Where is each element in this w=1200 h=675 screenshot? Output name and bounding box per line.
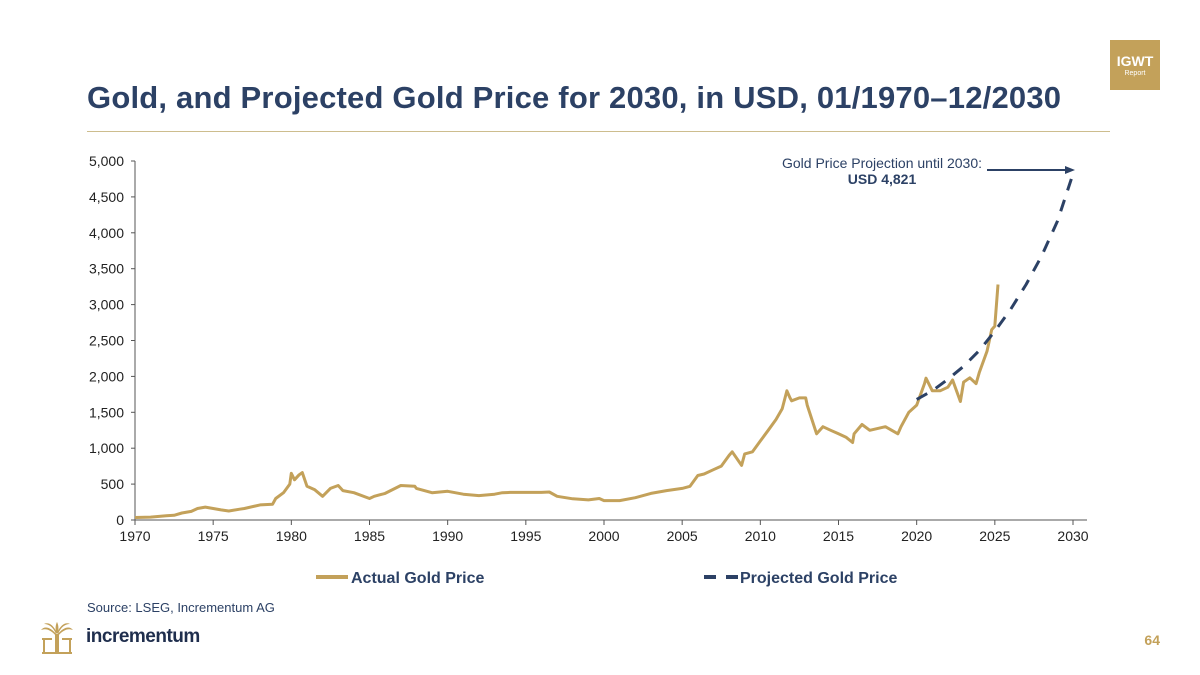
y-tick-label: 1,000	[89, 440, 124, 456]
chart-legend: Actual Gold Price Projected Gold Price	[316, 570, 897, 587]
x-tick-label: 2025	[979, 528, 1010, 544]
badge-subtitle: Report	[1124, 70, 1146, 77]
igwt-report-badge: IGWT Report	[1110, 40, 1160, 90]
x-tick-label: 2020	[901, 528, 932, 544]
x-tick-label: 1990	[432, 528, 463, 544]
annotation-text: Gold Price Projection until 2030:	[782, 155, 982, 171]
y-tick-label: 500	[101, 476, 125, 492]
y-tick-label: 1,500	[89, 404, 124, 420]
projection-annotation: Gold Price Projection until 2030: USD 4,…	[782, 155, 1075, 187]
legend-label-projected: Projected Gold Price	[740, 570, 897, 587]
page-number: 64	[1144, 632, 1160, 648]
y-tick-label: 5,000	[89, 153, 124, 169]
x-tick-label: 1970	[119, 528, 150, 544]
y-tick-label: 0	[116, 512, 124, 528]
series-line-projected	[915, 173, 1075, 401]
source-note: Source: LSEG, Incrementum AG	[87, 600, 275, 615]
x-tick-label: 2015	[823, 528, 854, 544]
y-tick-label: 4,500	[89, 189, 124, 205]
x-tick-label: 1985	[354, 528, 385, 544]
x-tick-label: 1980	[276, 528, 307, 544]
annotation-value: USD 4,821	[848, 171, 917, 187]
x-tick-label: 1975	[198, 528, 229, 544]
chart-series	[134, 173, 1075, 519]
incrementum-brand: incrementum	[86, 626, 200, 647]
x-tick-label: 1995	[510, 528, 541, 544]
x-tick-label: 2030	[1057, 528, 1088, 544]
y-tick-label: 3,000	[89, 297, 124, 313]
annotation-arrow-head	[1065, 166, 1075, 174]
y-tick-label: 4,000	[89, 225, 124, 241]
y-tick-label: 3,500	[89, 261, 124, 277]
title-divider	[87, 131, 1110, 132]
badge-title: IGWT	[1116, 53, 1154, 69]
legend-label-actual: Actual Gold Price	[351, 570, 484, 587]
y-tick-label: 2,500	[89, 333, 124, 349]
page-title: Gold, and Projected Gold Price for 2030,…	[87, 80, 1062, 115]
incrementum-logo-icon	[41, 622, 73, 654]
x-tick-label: 2010	[745, 528, 776, 544]
y-tick-label: 2,000	[89, 368, 124, 384]
series-line-actual	[134, 284, 1000, 519]
x-tick-label: 2000	[588, 528, 619, 544]
x-tick-label: 2005	[667, 528, 698, 544]
chart-axes: 0 500 1,000 1,500 2,000 2,500 3,000 3,500 4,000 4…	[89, 153, 1089, 544]
